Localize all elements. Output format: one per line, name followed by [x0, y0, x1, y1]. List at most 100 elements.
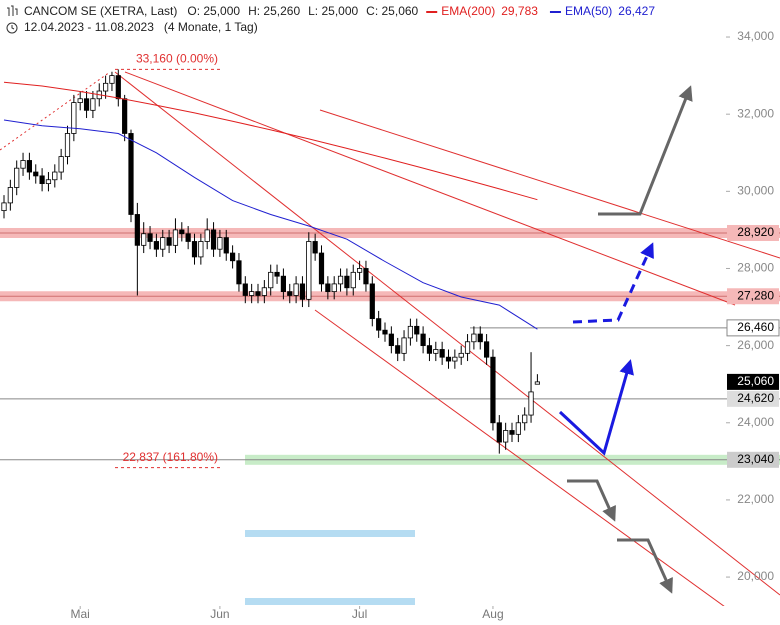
candle-body [376, 318, 382, 331]
level-label: 23,040 [737, 452, 774, 466]
candle-body [261, 287, 267, 296]
candle-body [147, 233, 153, 242]
level-label-box [727, 288, 779, 305]
candle-body [534, 381, 541, 385]
candle-body [496, 422, 502, 443]
target-zone [245, 598, 415, 605]
candle-body [20, 160, 26, 169]
candle-body [280, 275, 287, 293]
labels: 20,000 22,000 24,000 26,000 28,000 30,000 32,0… [71, 29, 780, 621]
clock-icon [6, 22, 18, 34]
candle-body [14, 167, 20, 188]
header-period-note: (4 Monate, 1 Tag) [164, 20, 258, 34]
candle-body [350, 271, 356, 289]
candle-body [490, 356, 496, 424]
candle-body [134, 214, 140, 246]
y-tick-label: 30,000 [737, 183, 774, 197]
header-text: 26,427 [618, 4, 655, 18]
channel-line [314, 309, 725, 606]
candle-body [299, 283, 306, 300]
candle-body [204, 229, 210, 242]
candle-body [458, 352, 464, 358]
candle-body [115, 75, 121, 100]
candle-body [287, 291, 293, 296]
candle-body [128, 133, 134, 215]
candle-body [141, 233, 147, 246]
candle-body [109, 75, 115, 84]
header-period: 12.04.2023 - 11.08.2023 [24, 20, 154, 34]
candle-body [528, 391, 534, 416]
y-tick-label: 20,000 [737, 569, 774, 583]
scenario-arrow [558, 359, 634, 456]
channel-line [114, 71, 780, 596]
candle-body [293, 283, 299, 296]
candle-body [77, 98, 83, 104]
candle-body [382, 329, 388, 335]
level-label-box [726, 319, 780, 337]
candle-body [255, 291, 261, 296]
candle-body [185, 233, 191, 242]
plot [1, 69, 541, 454]
y-tick-label: 28,000 [737, 261, 774, 275]
candle-body [217, 237, 223, 250]
candle-body [7, 187, 13, 204]
candle-body [331, 283, 337, 293]
y-tick-label: 34,000 [737, 29, 774, 43]
header-text: L: 25,000 [308, 4, 358, 18]
ema-line [3, 119, 538, 330]
x-tick-label: Jul [352, 607, 367, 621]
candle-body [274, 271, 280, 277]
candle-body [210, 229, 217, 250]
ema-line [3, 81, 538, 201]
candle-body [452, 356, 458, 362]
candle-body [318, 252, 325, 285]
candle-body [306, 241, 312, 300]
candle-body [337, 275, 344, 285]
candle-body [509, 430, 515, 435]
candle-body [160, 237, 166, 250]
candle-body [103, 82, 109, 92]
y-tick-label: 32,000 [737, 106, 774, 120]
candle-body [64, 133, 71, 158]
candle-body [249, 291, 255, 296]
level-label-box [727, 373, 779, 390]
scenario-arrow [572, 242, 654, 324]
trend-lines [0, 71, 780, 606]
header-text: EMA(50) [565, 4, 612, 18]
candle-body [166, 237, 172, 246]
candle-body [312, 241, 318, 254]
trend-line [124, 71, 736, 306]
fib-label: 22,837 (161.80%) [123, 450, 218, 464]
candle-body [445, 356, 452, 362]
candle-body [172, 229, 179, 246]
candle-body [356, 268, 363, 273]
candle-body [223, 237, 229, 254]
candle-body [503, 430, 509, 443]
candle-body [477, 333, 483, 343]
level-label: 24,620 [737, 391, 774, 405]
candle-body [420, 333, 426, 347]
header-text: 29,783 [501, 4, 538, 18]
header-text: C: 25,060 [366, 4, 418, 18]
candle-body [153, 241, 159, 250]
candle-body [395, 345, 401, 354]
header: CANCOM SE (XETRA, Last) O: 25,000 H: 25,26… [6, 4, 655, 34]
candle-body [522, 414, 528, 424]
header-text: CANCOM SE (XETRA, Last) [24, 4, 177, 18]
level-label: 25,060 [737, 374, 774, 388]
candle-body [191, 241, 198, 258]
candle-body [414, 325, 420, 335]
level-label: 26,460 [737, 320, 774, 334]
candle-body [433, 349, 439, 354]
chart-icon [7, 5, 18, 16]
candle-body [122, 98, 128, 134]
header-text: H: 25,260 [248, 4, 300, 18]
level-label-box [727, 390, 779, 407]
candle-body [483, 341, 490, 358]
header-text: EMA(200) [441, 4, 495, 18]
candle-body [45, 179, 52, 185]
candle-body [471, 333, 477, 343]
scenario-arrow [598, 85, 693, 216]
candle-body [464, 341, 471, 354]
